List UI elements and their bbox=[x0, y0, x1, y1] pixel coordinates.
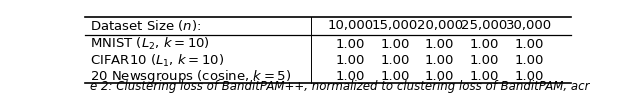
Text: 1.00: 1.00 bbox=[470, 70, 499, 83]
Text: 1.00: 1.00 bbox=[470, 38, 499, 51]
Text: 1.00: 1.00 bbox=[335, 54, 365, 67]
Text: 1.00: 1.00 bbox=[425, 70, 454, 83]
Text: CIFAR10 ($L_1$, $k = 10$): CIFAR10 ($L_1$, $k = 10$) bbox=[90, 52, 224, 68]
Text: MNIST ($L_2$, $k = 10$): MNIST ($L_2$, $k = 10$) bbox=[90, 36, 210, 52]
Text: 1.00: 1.00 bbox=[470, 54, 499, 67]
Text: 25,000: 25,000 bbox=[461, 19, 508, 32]
Text: 1.00: 1.00 bbox=[425, 38, 454, 51]
Text: 1.00: 1.00 bbox=[425, 54, 454, 67]
Text: e 2: Clustering loss of BanditPAM++, normalized to clustering loss of BanditPAM,: e 2: Clustering loss of BanditPAM++, nor… bbox=[90, 80, 589, 93]
Text: 1.00: 1.00 bbox=[514, 70, 543, 83]
Text: 10,000: 10,000 bbox=[327, 19, 373, 32]
Text: 1.00: 1.00 bbox=[514, 54, 543, 67]
Text: 1.00: 1.00 bbox=[335, 70, 365, 83]
Text: 20 Newsgroups (cosine, $k = 5$): 20 Newsgroups (cosine, $k = 5$) bbox=[90, 68, 291, 85]
Text: 1.00: 1.00 bbox=[380, 38, 410, 51]
Text: 1.00: 1.00 bbox=[335, 38, 365, 51]
Text: 1.00: 1.00 bbox=[514, 38, 543, 51]
Text: Dataset Size ($n$):: Dataset Size ($n$): bbox=[90, 18, 201, 33]
Text: 1.00: 1.00 bbox=[380, 70, 410, 83]
Text: 1.00: 1.00 bbox=[380, 54, 410, 67]
Text: 30,000: 30,000 bbox=[506, 19, 552, 32]
Text: 20,000: 20,000 bbox=[417, 19, 463, 32]
Text: 15,000: 15,000 bbox=[372, 19, 418, 32]
